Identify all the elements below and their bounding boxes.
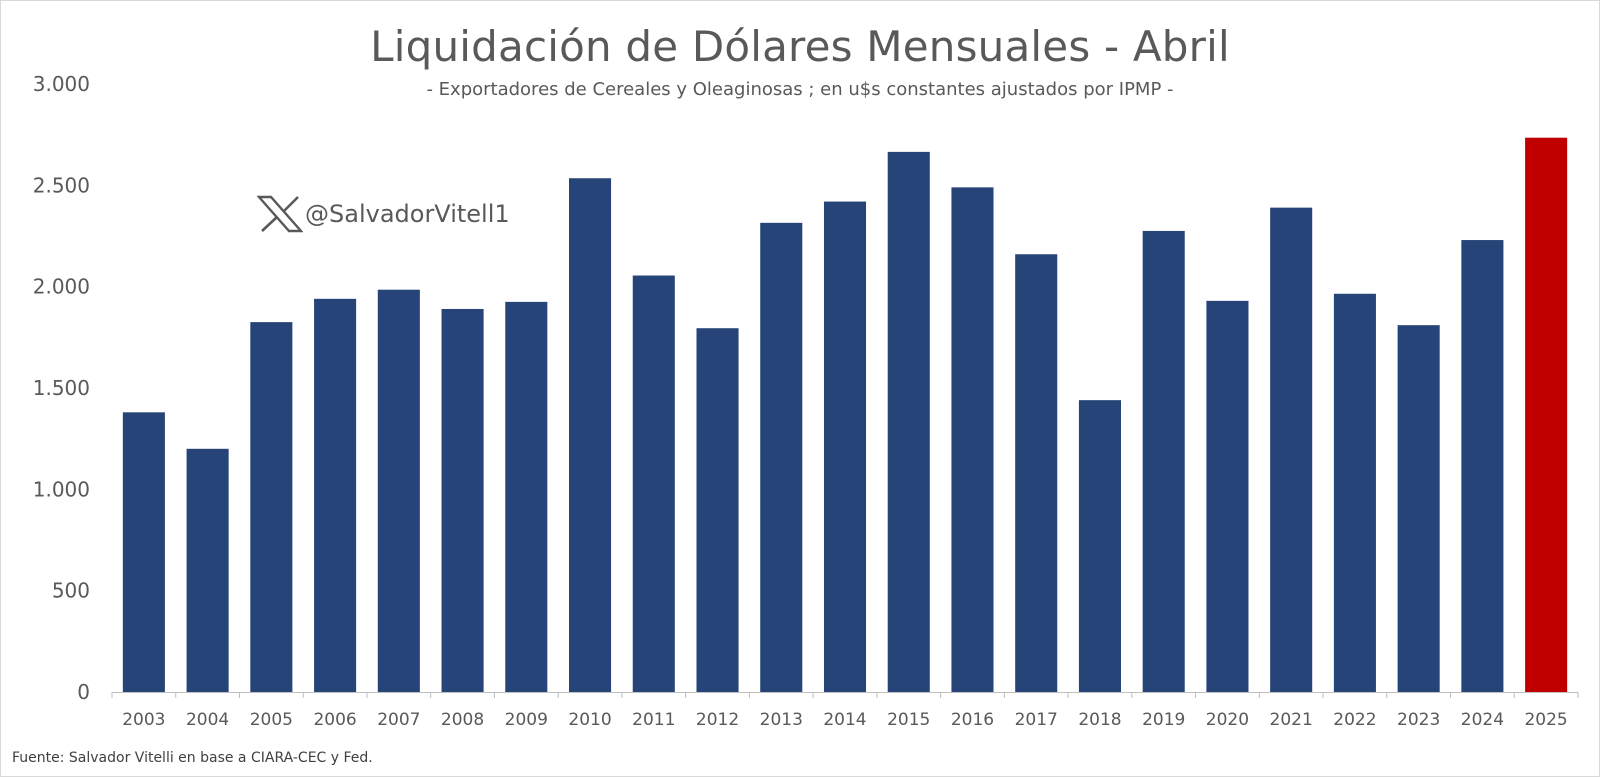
y-tick-label: 1.000 [33,477,90,501]
watermark-handle: @SalvadorVitell1 [305,200,510,228]
bar-2009 [505,301,548,692]
bar-2016 [951,187,994,693]
y-tick-label: 0 [77,680,90,704]
x-tick-label: 2011 [632,710,675,730]
x-tick-label: 2013 [760,710,803,730]
x-tick-label: 2017 [1015,710,1058,730]
x-tick-label: 2016 [951,710,994,730]
bar-2018 [1078,400,1121,692]
bar-2010 [569,178,612,693]
bar-2007 [377,289,420,692]
x-tick-label: 2015 [887,710,930,730]
x-tick-label: 2018 [1078,710,1121,730]
x-tick-label: 2023 [1397,710,1440,730]
y-tick-label: 1.500 [33,376,90,400]
x-tick-label: 2014 [823,710,866,730]
x-tick-label: 2025 [1524,710,1567,730]
bar-2011 [632,275,675,692]
bar-2025 [1525,137,1568,692]
bar-2003 [122,412,165,692]
x-tick-label: 2007 [377,710,420,730]
y-tick-label: 2.000 [33,275,90,299]
bar-2015 [887,151,930,693]
x-tick-label: 2006 [313,710,356,730]
x-tick-label: 2004 [186,710,229,730]
x-tick-label: 2003 [122,710,165,730]
x-tick-label: 2022 [1333,710,1376,730]
x-tick-label: 2020 [1206,710,1249,730]
bar-2014 [823,201,867,692]
bar-2006 [314,298,357,692]
bar-2013 [760,222,803,692]
x-tick-label: 2008 [441,710,484,730]
bar-2008 [441,308,484,692]
x-tick-label: 2010 [568,710,611,730]
x-logo-icon [257,195,303,233]
x-tick-label: 2005 [250,710,293,730]
bar-2024 [1461,240,1504,692]
x-tick-label: 2019 [1142,710,1185,730]
bar-2017 [1015,254,1058,693]
bar-2020 [1206,300,1249,692]
y-tick-label: 3.000 [33,72,90,96]
bar-2012 [696,328,739,692]
source-note: Fuente: Salvador Vitelli en base a CIARA… [12,750,373,766]
chart-subtitle: - Exportadores de Cereales y Oleaginosas… [426,79,1174,100]
watermark: @SalvadorVitell1 [257,195,510,233]
bar-2004 [186,448,229,692]
bar-2023 [1397,325,1440,692]
x-tick-label: 2012 [696,710,739,730]
y-tick-label: 500 [52,579,90,603]
bar-2021 [1270,207,1313,693]
bar-2019 [1142,230,1185,692]
x-tick-label: 2024 [1461,710,1504,730]
chart-title: Liquidación de Dólares Mensuales - Abril [370,22,1230,71]
y-tick-label: 2.500 [33,173,90,197]
bar-2005 [250,322,293,692]
bar-2022 [1333,293,1376,692]
x-tick-label: 2009 [505,710,548,730]
x-tick-label: 2021 [1270,710,1313,730]
